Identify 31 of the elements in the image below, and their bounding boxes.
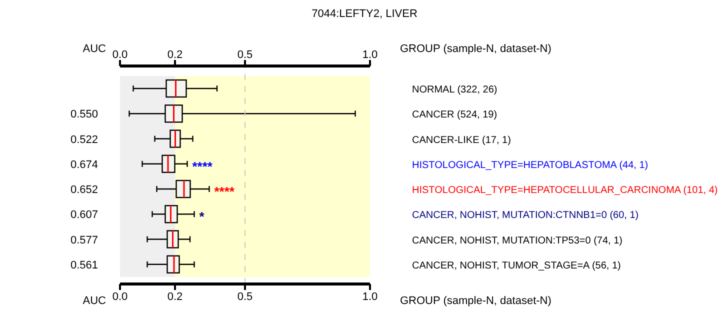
- text: 0.607: [70, 209, 98, 222]
- x2-tick-label: 0.5: [237, 49, 253, 61]
- text: 0.561: [70, 259, 98, 272]
- y-tick-label: CANCER (524, 19): [412, 110, 498, 121]
- x-tick-label: 0.0: [112, 290, 128, 303]
- x-tick-label: 1.0: [362, 290, 378, 303]
- y-tick-label: NORMAL (322, 26): [412, 84, 498, 96]
- text: GROUP (sample-N, dataset-N): [400, 43, 552, 55]
- text: 0.652: [70, 184, 98, 196]
- x-tick-label: 0.2: [167, 290, 183, 303]
- y-tick-label: CANCER, NOHIST, MUTATION:CTNNB1=0 (60, 1): [412, 210, 639, 222]
- annotation: ****: [214, 184, 236, 199]
- y-tick-label: HISTOLOGICAL_TYPE=HEPATOCELLULAR_CARCINOMA (101, 4): [412, 185, 718, 196]
- x2-tick-label: 1.0: [362, 49, 378, 61]
- y-tick-label: CANCER-LIKE (17, 1): [412, 134, 511, 146]
- y-tick-label: HISTOLOGICAL_TYPE=HEPATOBLASTOMA (44, 1): [412, 160, 648, 171]
- annotation: *: [199, 209, 206, 224]
- y-tick-label: CANCER, NOHIST, MUTATION:TP53=0 (74, 1): [412, 235, 623, 246]
- text: AUC: [82, 43, 106, 55]
- text: AUC: [82, 295, 106, 307]
- text: GROUP (sample-N, dataset-N): [400, 295, 552, 307]
- text: 0.550: [70, 108, 98, 121]
- x-tick-label: 0.5: [237, 290, 253, 303]
- text: 0.674: [70, 158, 98, 171]
- y-tick-label: CANCER, NOHIST, TUMOR_STAGE=A (56, 1): [412, 260, 621, 272]
- annotation: ****: [192, 158, 214, 174]
- chart-title: 7044:LEFTY2, LIVER: [310, 8, 418, 20]
- x2-tick-label: 0.0: [112, 49, 128, 61]
- x2-tick-label: 0.2: [167, 49, 183, 61]
- text: 0.577: [70, 234, 98, 246]
- text: 0.522: [70, 134, 98, 146]
